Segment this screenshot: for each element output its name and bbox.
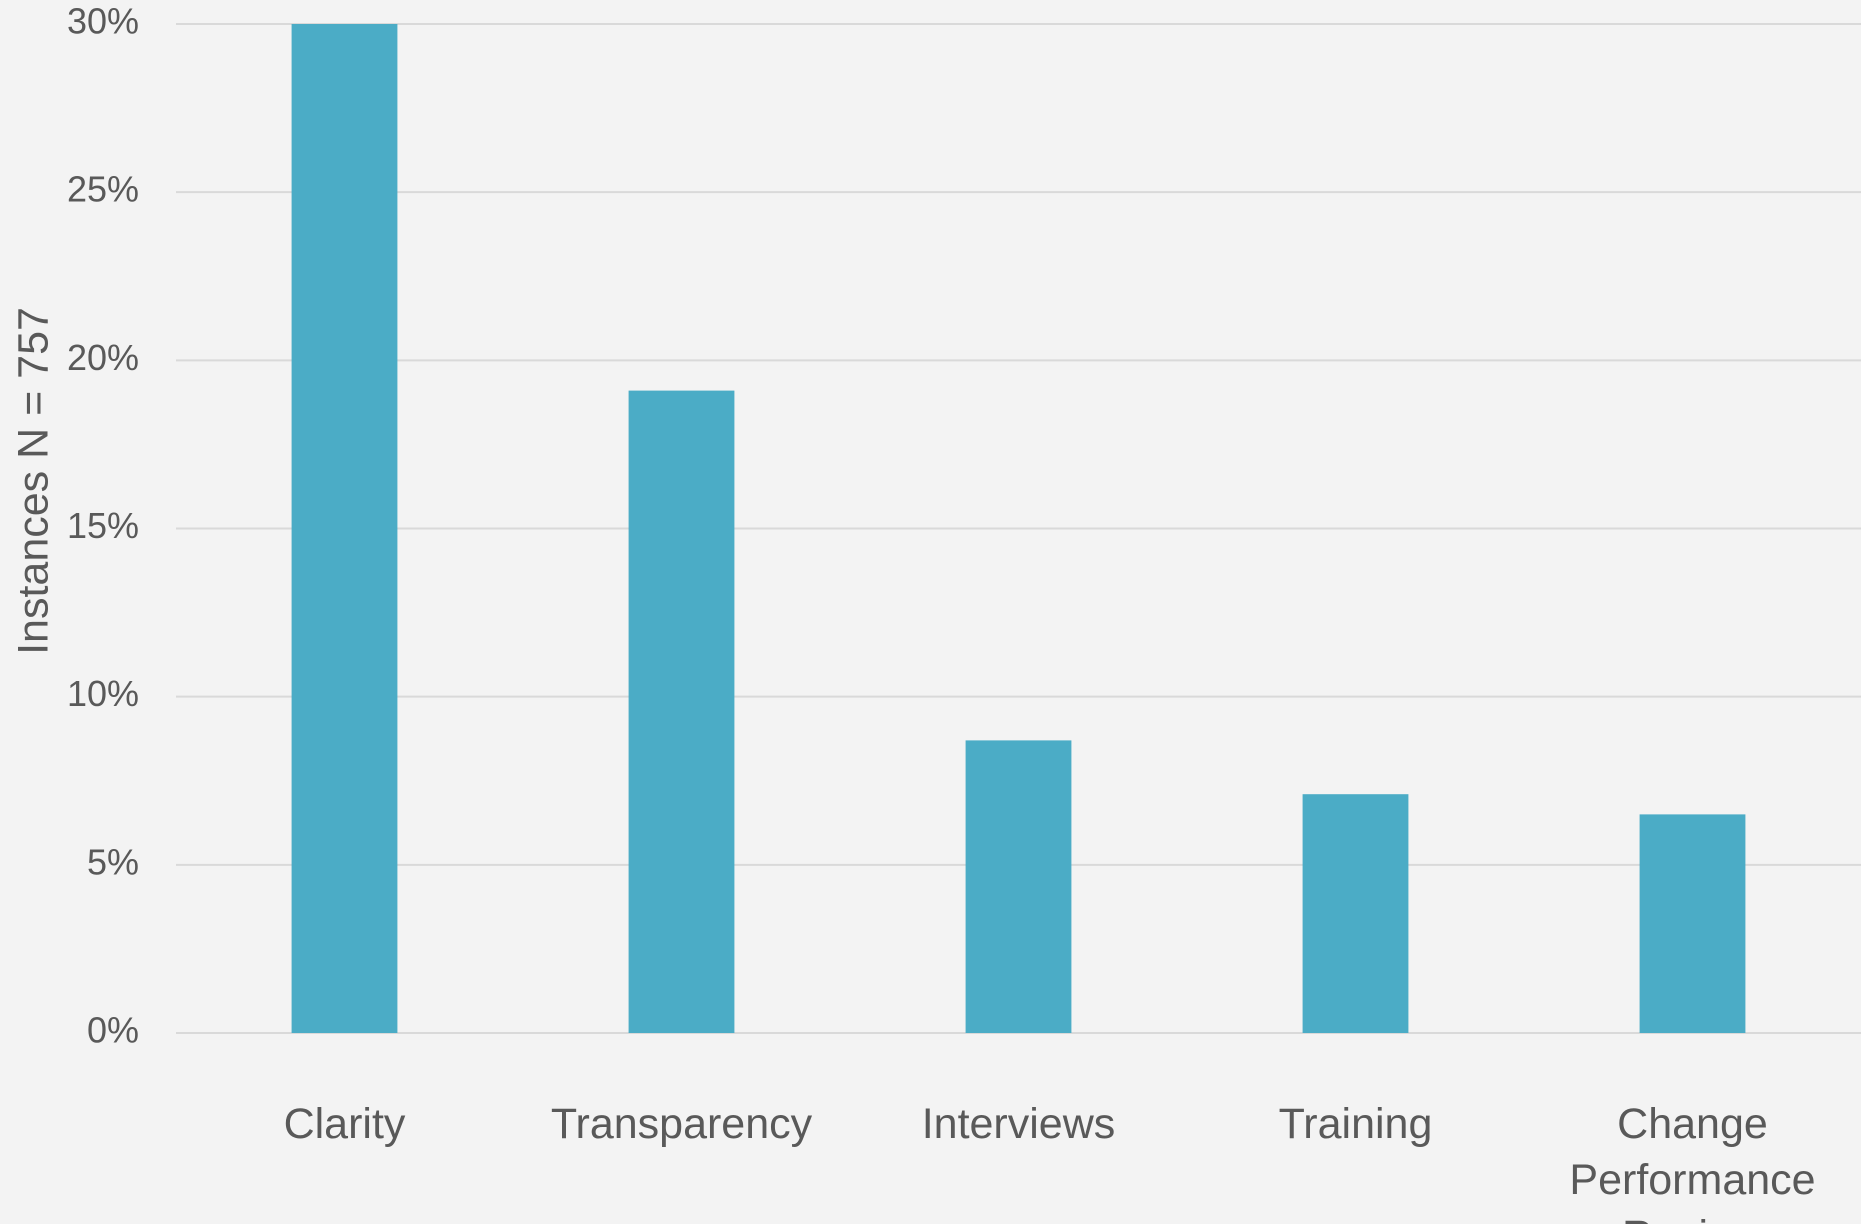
bar xyxy=(965,740,1072,1033)
x-tick-label: Transparency xyxy=(550,1100,813,1148)
y-tick-label: 15% xyxy=(67,505,139,546)
x-tick-label: Change Performance Review xyxy=(1569,1100,1816,1224)
y-tick-label: 30% xyxy=(67,1,139,42)
y-tick-label: 10% xyxy=(67,673,139,714)
y-tick-label: 25% xyxy=(67,169,139,210)
bar xyxy=(1639,814,1746,1033)
y-axis-label: Instances N = 757 xyxy=(9,307,57,655)
x-tick-label: Clarity xyxy=(283,1100,406,1148)
x-tick-label: Training xyxy=(1278,1100,1433,1148)
bar xyxy=(628,390,735,1033)
bar xyxy=(291,24,398,1033)
bar xyxy=(1302,794,1409,1033)
y-tick-label: 20% xyxy=(67,337,139,378)
y-tick-label: 5% xyxy=(87,841,139,882)
x-tick-label: Interviews xyxy=(921,1100,1116,1148)
y-tick-label: 0% xyxy=(87,1010,139,1051)
